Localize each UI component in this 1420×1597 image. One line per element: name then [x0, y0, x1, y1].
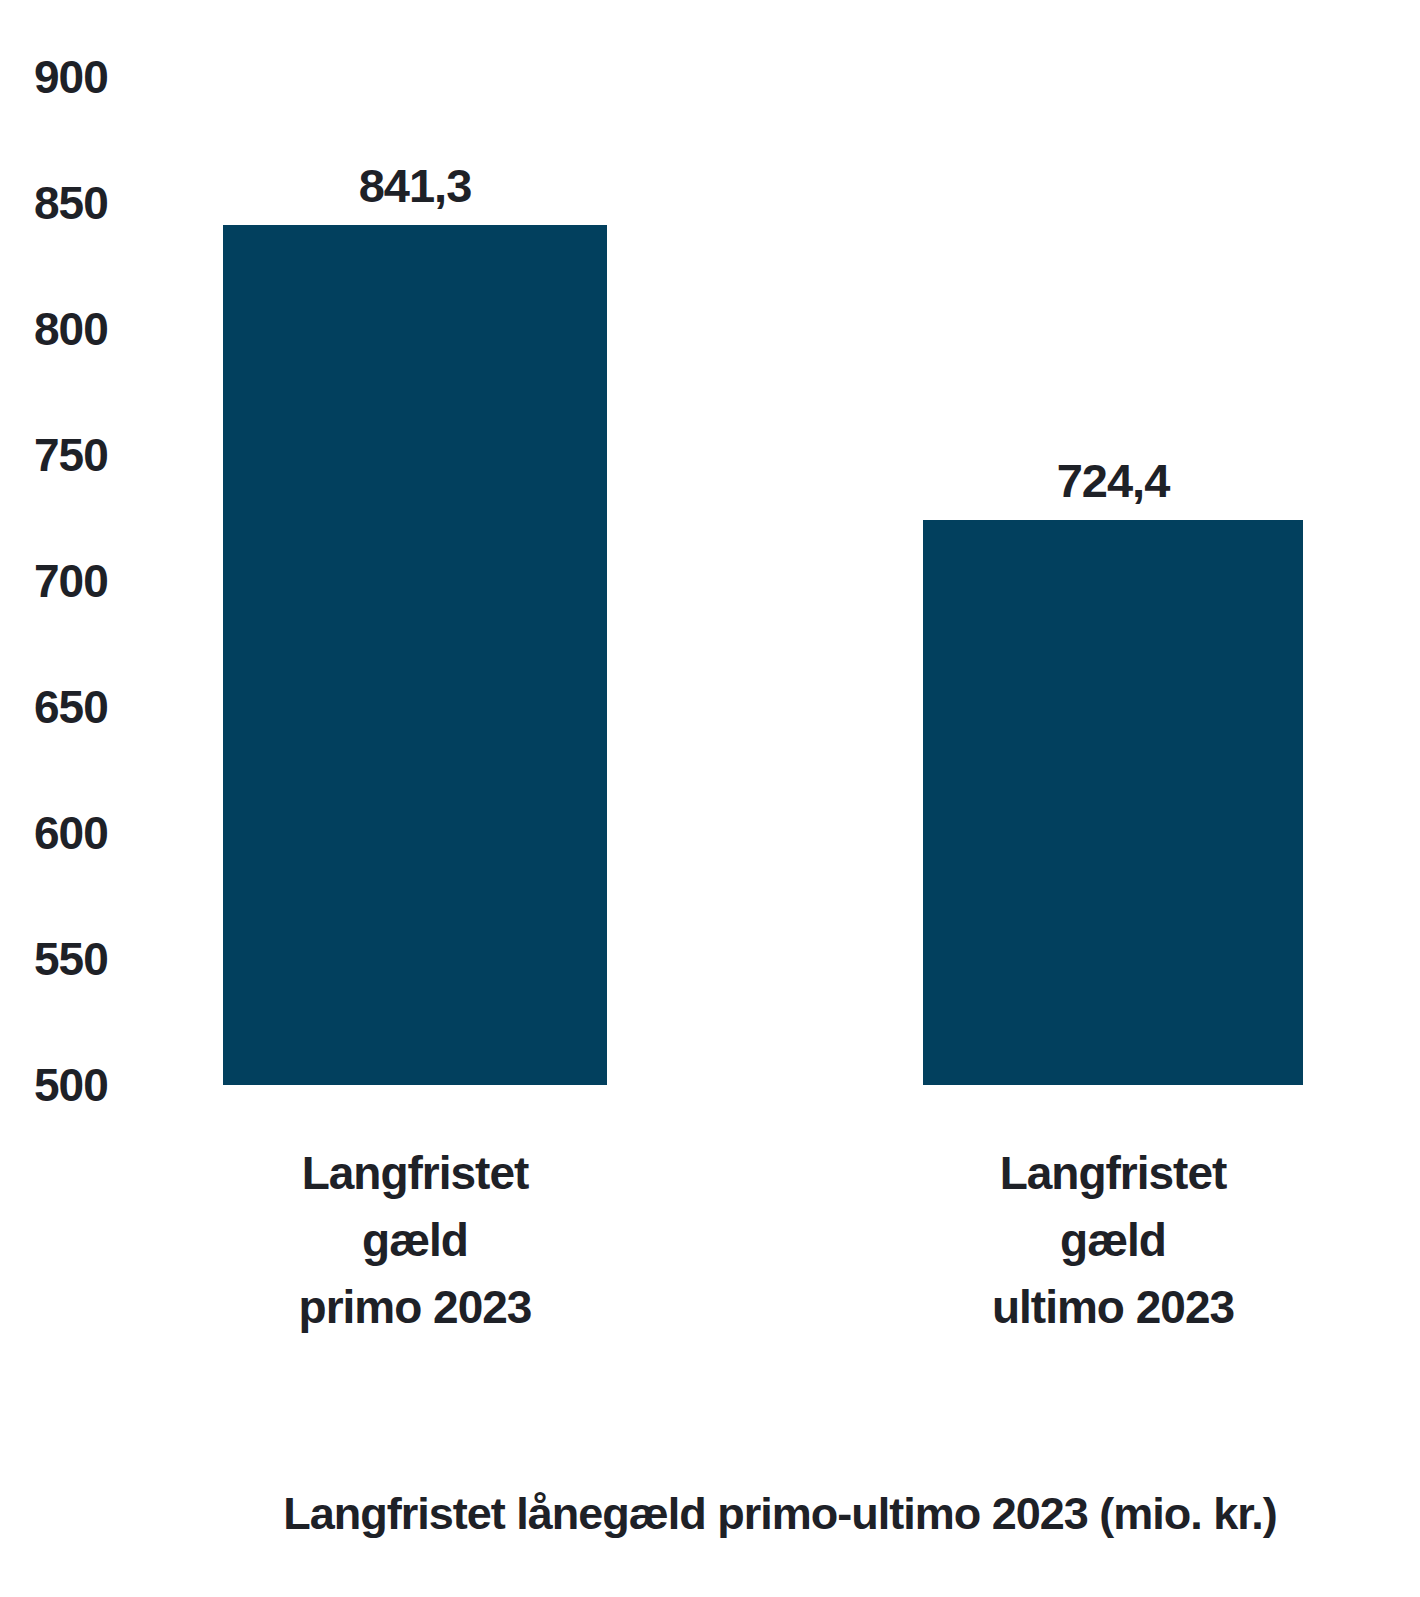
x-category-label: Langfristetgældprimo 2023	[185, 1140, 645, 1341]
y-tick-label: 800	[34, 303, 144, 355]
bar-value-label: 841,3	[223, 159, 607, 213]
y-tick-label: 900	[34, 51, 144, 103]
y-tick-label: 850	[34, 177, 144, 229]
bar-chart: 900 850 800 750 700 650 600 550 500 841,3 724,4 L…	[0, 0, 1420, 1597]
x-category-label-line: Langfristet	[883, 1140, 1343, 1207]
x-category-label: Langfristetgældultimo 2023	[883, 1140, 1343, 1341]
bar-value-label: 724,4	[923, 454, 1303, 508]
y-tick-label: 650	[34, 681, 144, 733]
y-tick-label: 750	[34, 429, 144, 481]
x-category-label-line: Langfristet	[185, 1140, 645, 1207]
x-category-label-line: gæld	[883, 1207, 1343, 1274]
y-tick-label: 600	[34, 807, 144, 859]
chart-title: Langfristet lånegæld primo-ultimo 2023 (…	[140, 1488, 1420, 1540]
y-tick-label: 550	[34, 933, 144, 985]
y-tick-label: 500	[34, 1059, 144, 1111]
x-category-label-line: ultimo 2023	[883, 1274, 1343, 1341]
bar-ultimo-2023	[923, 520, 1303, 1085]
y-tick-label: 700	[34, 555, 144, 607]
x-category-label-line: primo 2023	[185, 1274, 645, 1341]
x-category-label-line: gæld	[185, 1207, 645, 1274]
bar-primo-2023	[223, 225, 607, 1085]
